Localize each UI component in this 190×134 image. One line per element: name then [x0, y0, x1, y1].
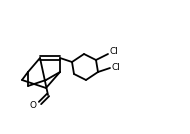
Text: Cl: Cl — [112, 64, 121, 72]
Text: Cl: Cl — [110, 47, 119, 57]
Text: O: O — [29, 100, 36, 109]
